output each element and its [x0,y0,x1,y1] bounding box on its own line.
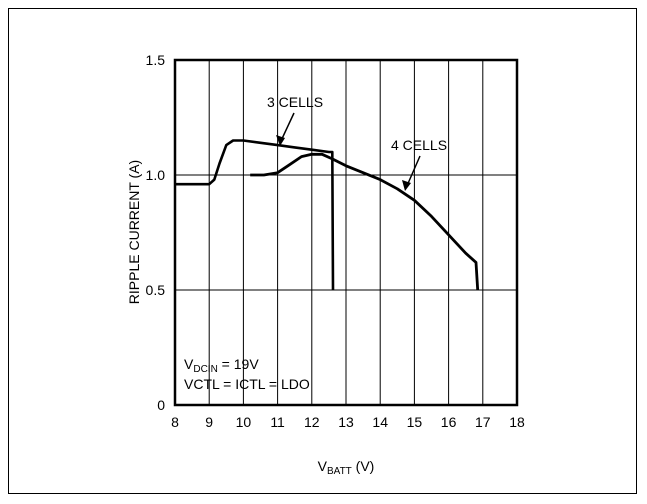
x-tick-label: 11 [270,414,285,430]
y-tick-labels: 0 0.5 1.0 1.5 [146,52,166,413]
x-axis-label-main: V [318,458,328,474]
x-tick-label: 9 [205,414,213,430]
condition-vdcin-sub: DCIN [193,364,217,375]
condition-vctl-ictl: VCTL = ICTL = LDO [184,376,310,392]
annotation-3-cells: 3 CELLS [267,94,323,110]
y-tick-label: 0.5 [146,282,166,298]
series-group [175,139,480,291]
x-tick-label: 8 [171,414,179,430]
condition-vdcin-rest: = 19V [218,356,260,372]
arrowhead-3-cells [276,135,285,146]
series-line-3-cells [175,139,335,291]
y-tick-label: 1.5 [146,52,166,68]
grid-lines [175,60,517,405]
condition-vdcin-main: V [184,356,194,372]
x-tick-label: 14 [372,414,388,430]
x-tick-label: 18 [509,414,525,430]
x-axis-label: VBATT (V) [318,458,375,477]
plot-area-border [173,58,519,407]
x-tick-label: 17 [475,414,491,430]
x-tick-labels: 8 9 10 11 12 13 14 15 16 17 18 [171,414,525,430]
condition-vdcin: VDCIN = 19V [184,356,259,375]
x-tick-label: 12 [304,414,320,430]
x-axis-label-unit: (V) [352,458,375,474]
x-tick-label: 13 [338,414,354,430]
arrowhead-4-cells [402,180,411,191]
annotation-4-cells: 4 CELLS [391,137,447,153]
x-tick-label: 15 [407,414,423,430]
y-tick-label: 0 [157,397,165,413]
x-tick-label: 16 [441,414,457,430]
y-axis-label: RIPPLE CURRENT (A) [126,160,142,304]
x-axis-label-sub: BATT [327,466,352,477]
y-tick-label: 1.0 [146,167,166,183]
series-line-4-cells [250,152,480,291]
x-tick-label: 10 [236,414,252,430]
chart-frame [8,8,637,494]
